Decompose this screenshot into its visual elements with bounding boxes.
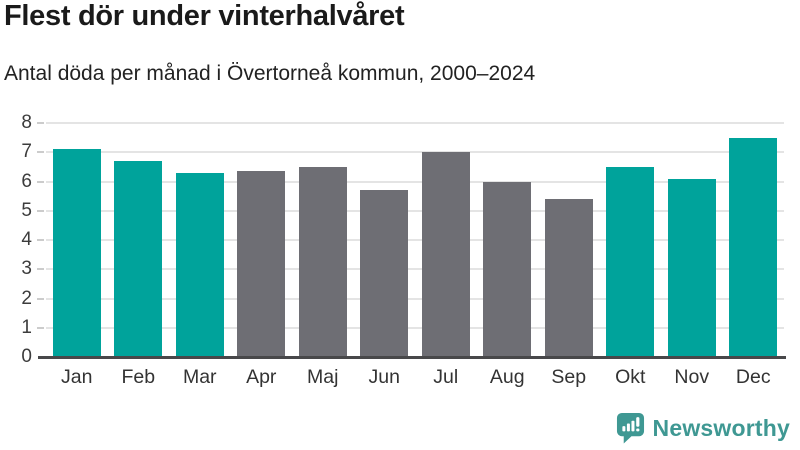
y-tick-1 [37,326,44,329]
y-tick-3 [37,268,44,271]
x-axis-label-nov: Nov [674,366,710,388]
bar-slot-jun [354,123,416,357]
bar-maj [298,166,347,357]
bar-okt [606,166,655,357]
bar-mar [175,172,224,357]
y-axis-label-4: 4 [21,229,32,250]
gridline-y2 [46,297,784,300]
plot-area [37,122,786,359]
bar-jun [360,190,409,357]
y-tick-4 [37,239,44,241]
gridline-y5 [46,209,784,212]
x-axis-label-sep: Sep [551,366,587,388]
y-tick-5 [37,209,44,212]
chart-subtitle: Antal döda per månad i Övertorneå kommun… [4,62,536,85]
bar-slot-mar [169,123,231,357]
gridline-y4 [46,239,784,241]
y-axis-label-8: 8 [21,112,32,133]
y-axis-label-7: 7 [21,141,32,163]
bar-slot-apr [231,123,293,357]
y-axis-label-5: 5 [21,199,32,221]
bar-slot-feb [108,123,170,357]
gridline-y1 [46,326,784,329]
gridline-y6 [46,180,784,183]
bar-slot-dec [723,123,785,357]
x-axis-label-jun: Jun [368,366,400,388]
y-axis-label-2: 2 [21,287,32,309]
x-axis-label-okt: Okt [615,366,646,388]
x-axis-label-dec: Dec [735,366,771,388]
y-tick-2 [37,297,44,300]
y-axis-label-3: 3 [21,258,32,280]
y-axis-label-6: 6 [21,170,32,192]
bar-apr [237,171,286,357]
newsworthy-logo-icon [616,413,644,444]
x-axis-line [38,356,786,359]
gridline-y3 [46,268,784,271]
y-tick-8 [37,122,44,124]
bar-jan [52,149,101,357]
x-axis-label-mar: Mar [182,366,217,388]
x-axis-label-jul: Jul [433,366,459,388]
bar-nov [667,178,716,357]
bars-row [46,123,784,357]
x-axis-label-aug: Aug [489,366,525,388]
x-axis-labels: Jan Feb Mar Apr Maj Jun Jul Aug Sep Okt Nov Dec [46,366,784,389]
x-axis-label-apr: Apr [246,366,277,388]
bar-dec [729,137,778,357]
brand-footer: Newsworthy [616,412,790,444]
bar-slot-sep [538,123,600,357]
y-tick-6 [37,180,44,183]
y-axis-label-0: 0 [21,346,32,367]
y-tick-7 [37,151,44,154]
gridline-y7 [46,151,784,154]
bar-aug [483,181,532,357]
bar-slot-okt [600,123,662,357]
brand-name: Newsworthy [652,414,790,441]
bar-slot-jan [46,123,108,357]
x-axis-label-jan: Jan [61,366,93,388]
bar-slot-nov [661,123,723,357]
bar-slot-jul [415,123,477,357]
bar-slot-maj [292,123,354,357]
y-axis-label-1: 1 [21,316,32,338]
gridline-y8 [46,122,784,124]
bar-feb [114,161,163,357]
chart-title: Flest dör under vinterhalvåret [4,0,405,32]
bar-sep [544,199,593,357]
y-axis: 0 1 2 3 4 5 6 7 8 [0,112,38,367]
x-axis-label-maj: Maj [307,366,339,388]
x-axis-label-feb: Feb [121,366,156,388]
bar-jul [421,152,470,357]
bar-slot-aug [477,123,539,357]
